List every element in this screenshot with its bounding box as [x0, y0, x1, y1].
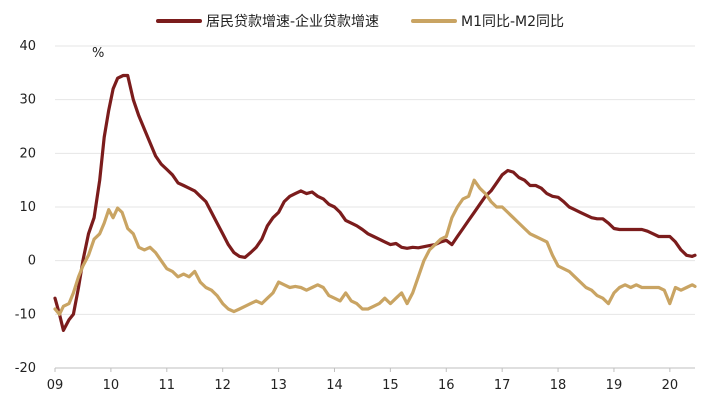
y-tick-label: 30	[19, 93, 36, 108]
series-line-2	[53, 178, 697, 316]
legend-label: 居民贷款增速-企业贷款增速	[206, 13, 379, 30]
series-lines	[53, 73, 697, 332]
y-tick-label: 20	[19, 146, 36, 161]
y-axis: -20 -10 0 10 20 30 40	[15, 39, 36, 376]
x-tick-label: 13	[270, 378, 287, 393]
x-tick-label: 12	[214, 378, 231, 393]
legend: 居民贷款增速-企业贷款增速 M1同比-M2同比	[156, 13, 564, 30]
x-tick-label: 11	[159, 378, 176, 393]
x-tick-label: 20	[662, 378, 679, 393]
x-tick-label: 10	[103, 378, 120, 393]
grid-lines	[55, 45, 695, 369]
x-tick-label: 18	[550, 378, 567, 393]
x-tick-label: 19	[606, 378, 623, 393]
legend-label: M1同比-M2同比	[461, 14, 564, 30]
y-unit-label: %	[92, 46, 104, 61]
x-axis: 09 10 11 12 13 14 15 16 17 18 19 20	[47, 368, 678, 393]
series-line-1	[53, 73, 697, 332]
x-tick-label: 09	[47, 378, 64, 393]
y-tick-label: -20	[15, 361, 36, 376]
y-tick-label: 0	[28, 254, 36, 269]
x-tick-label: 17	[494, 378, 511, 393]
x-tick-label: 16	[438, 378, 455, 393]
x-tick-label: 15	[382, 378, 399, 393]
y-tick-label: -10	[15, 307, 36, 322]
y-tick-label: 40	[19, 39, 36, 54]
y-tick-label: 10	[19, 200, 36, 215]
x-tick-label: 14	[326, 378, 343, 393]
